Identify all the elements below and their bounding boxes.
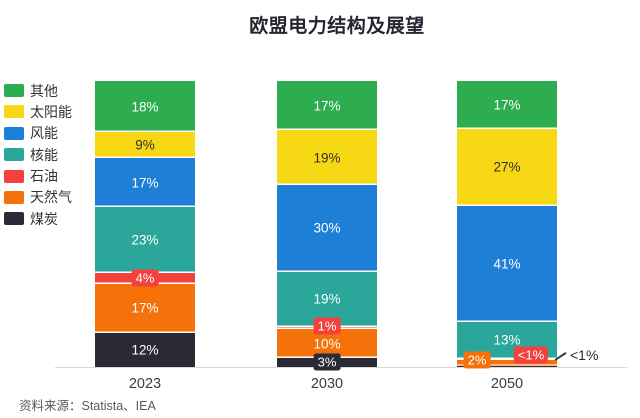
legend-item-coal: 煤炭 (4, 210, 72, 227)
segment-label-oil-2050: <1% (513, 346, 549, 364)
segment-other-2023: 18% (95, 81, 195, 133)
legend-item-nuclear: 核能 (4, 146, 72, 163)
legend-item-solar: 太阳能 (4, 103, 72, 120)
segment-coal-2050: <1% (457, 347, 598, 367)
legend-item-gas: 天然气 (4, 189, 72, 206)
segment-oil-2023: 4% (95, 269, 195, 287)
stacked-bar-2030: 17% 19% 30% 19% 1% 10% 3% (277, 81, 377, 371)
x-axis-label-2030: 2030 (310, 376, 344, 392)
legend-label-oil: 石油 (30, 168, 58, 185)
segment-gas-2023: 17% (95, 284, 195, 333)
legend-swatch-nuclear (4, 148, 24, 162)
legend-swatch-wind (4, 126, 24, 140)
segment-wind-2050: 41% (457, 205, 557, 322)
legend-item-wind: 风能 (4, 125, 72, 142)
legend-swatch-other (4, 84, 24, 97)
legend-swatch-solar (4, 105, 24, 119)
x-axis-label-2023: 2023 (128, 376, 162, 392)
segment-label-other-2030: 17% (313, 98, 341, 114)
source-note: 资料来源：Statista、IEA (19, 399, 156, 413)
segment-label-gas-2030: 10% (313, 336, 341, 352)
legend-label-gas: 天然气 (30, 189, 72, 206)
segment-oil-2050: <1% (457, 346, 557, 364)
segment-nuclear-2023: 23% (95, 206, 195, 273)
segment-label-oil-2023: 4% (131, 269, 159, 287)
legend-label-wind: 风能 (30, 125, 58, 142)
segment-label-nuclear-2050: 13% (493, 332, 521, 348)
x-axis-label-2050: 2050 (490, 376, 524, 392)
legend-item-other: 其他 (4, 82, 72, 99)
segment-label-nuclear-2023: 23% (131, 232, 159, 248)
segment-label-gas-2050: 2% (463, 351, 491, 369)
segment-coal-2023: 12% (95, 332, 195, 367)
legend-item-oil: 石油 (4, 168, 72, 185)
legend-label-coal: 煤炭 (30, 210, 58, 227)
segment-label-gas-2023: 17% (131, 300, 159, 316)
legend-swatch-oil (4, 169, 24, 183)
segment-label-wind-2023: 17% (131, 175, 159, 191)
segment-label-other-2023: 18% (131, 99, 159, 115)
segment-label-solar-2050: 27% (493, 159, 521, 175)
segment-wind-2030: 30% (277, 185, 377, 272)
legend-label-nuclear: 核能 (30, 146, 58, 163)
segment-gas-2050: 2% (457, 351, 557, 369)
segment-solar-2030: 19% (277, 130, 377, 185)
segment-label-coal-2023: 12% (131, 342, 159, 358)
segment-label-oil-2030: 1% (313, 317, 341, 335)
segment-label-solar-2030: 19% (313, 150, 341, 166)
segment-label-coal-2050: <1% (570, 347, 599, 364)
segment-label-solar-2023: 9% (135, 137, 155, 153)
legend-label-solar: 太阳能 (30, 103, 72, 120)
segment-other-2050: 17% (457, 81, 557, 130)
segment-other-2030: 17% (277, 81, 377, 131)
segment-label-wind-2030: 30% (313, 220, 341, 236)
stacked-bar-2050: 17% 27% 41% 13% <1% 2% <1% (457, 81, 598, 369)
segment-solar-2050: 27% (457, 129, 557, 206)
legend-swatch-coal (4, 212, 24, 226)
segment-label-nuclear-2030: 19% (313, 291, 341, 307)
segment-coal-2030: 3% (277, 353, 377, 371)
segment-label-coal-2030: 3% (313, 353, 341, 371)
segment-oil-2030: 1% (277, 317, 377, 335)
segment-nuclear-2030: 19% (277, 271, 377, 327)
legend-label-other: 其他 (30, 82, 58, 99)
segment-label-other-2050: 17% (493, 97, 521, 113)
x-axis-line (55, 367, 627, 369)
legend: 其他太阳能风能核能石油天然气煤炭 (4, 84, 72, 234)
segment-wind-2023: 17% (95, 158, 195, 207)
chart-title: 欧盟电力结构及展望 (249, 16, 425, 37)
stacked-bar-2023: 18% 9% 17% 23% 4% 17% 12% (95, 81, 195, 367)
segment-label-wind-2050: 41% (493, 256, 521, 272)
segment-solar-2023: 9% (95, 132, 195, 159)
legend-swatch-gas (4, 190, 24, 204)
